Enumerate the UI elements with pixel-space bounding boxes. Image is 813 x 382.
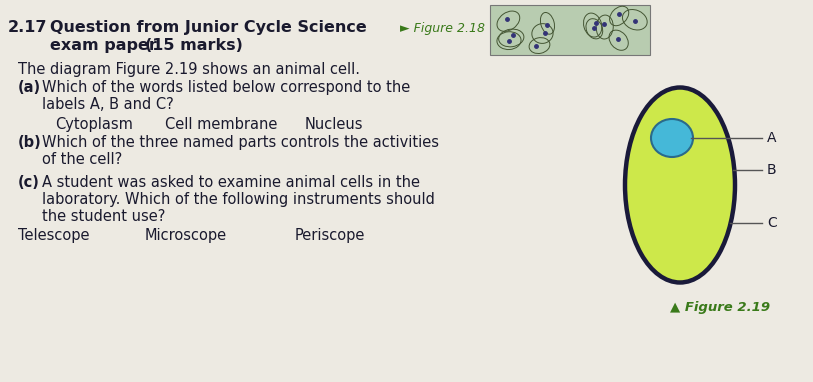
- Ellipse shape: [625, 87, 735, 283]
- Text: C: C: [767, 216, 776, 230]
- Text: (a): (a): [18, 80, 41, 95]
- Text: B: B: [767, 163, 776, 177]
- Text: Periscope: Periscope: [295, 228, 365, 243]
- Text: the student use?: the student use?: [42, 209, 165, 224]
- Text: Nucleus: Nucleus: [305, 117, 363, 132]
- Text: labels A, B and C?: labels A, B and C?: [42, 97, 174, 112]
- Bar: [490, 5, 650, 55]
- Text: Cell membrane: Cell membrane: [165, 117, 277, 132]
- Text: ▲ Figure 2.19: ▲ Figure 2.19: [670, 301, 770, 314]
- Text: ► Figure 2.18: ► Figure 2.18: [400, 22, 485, 35]
- Text: Telescope: Telescope: [18, 228, 89, 243]
- Text: (b): (b): [18, 135, 41, 150]
- Ellipse shape: [651, 119, 693, 157]
- Text: Which of the words listed below correspond to the: Which of the words listed below correspo…: [42, 80, 411, 95]
- Text: (c): (c): [18, 175, 40, 190]
- Text: The diagram Figure 2.19 shows an animal cell.: The diagram Figure 2.19 shows an animal …: [18, 62, 360, 77]
- Text: of the cell?: of the cell?: [42, 152, 122, 167]
- Text: (15 marks): (15 marks): [145, 38, 243, 53]
- Text: exam paper: exam paper: [50, 38, 157, 53]
- Text: A: A: [767, 131, 776, 145]
- Text: A student was asked to examine animal cells in the: A student was asked to examine animal ce…: [42, 175, 420, 190]
- Text: Microscope: Microscope: [145, 228, 227, 243]
- Text: Cytoplasm: Cytoplasm: [55, 117, 133, 132]
- Text: Question from Junior Cycle Science: Question from Junior Cycle Science: [50, 20, 367, 35]
- Text: 2.17: 2.17: [8, 20, 47, 35]
- Text: laboratory. Which of the following instruments should: laboratory. Which of the following instr…: [42, 192, 435, 207]
- Text: Which of the three named parts controls the activities: Which of the three named parts controls …: [42, 135, 439, 150]
